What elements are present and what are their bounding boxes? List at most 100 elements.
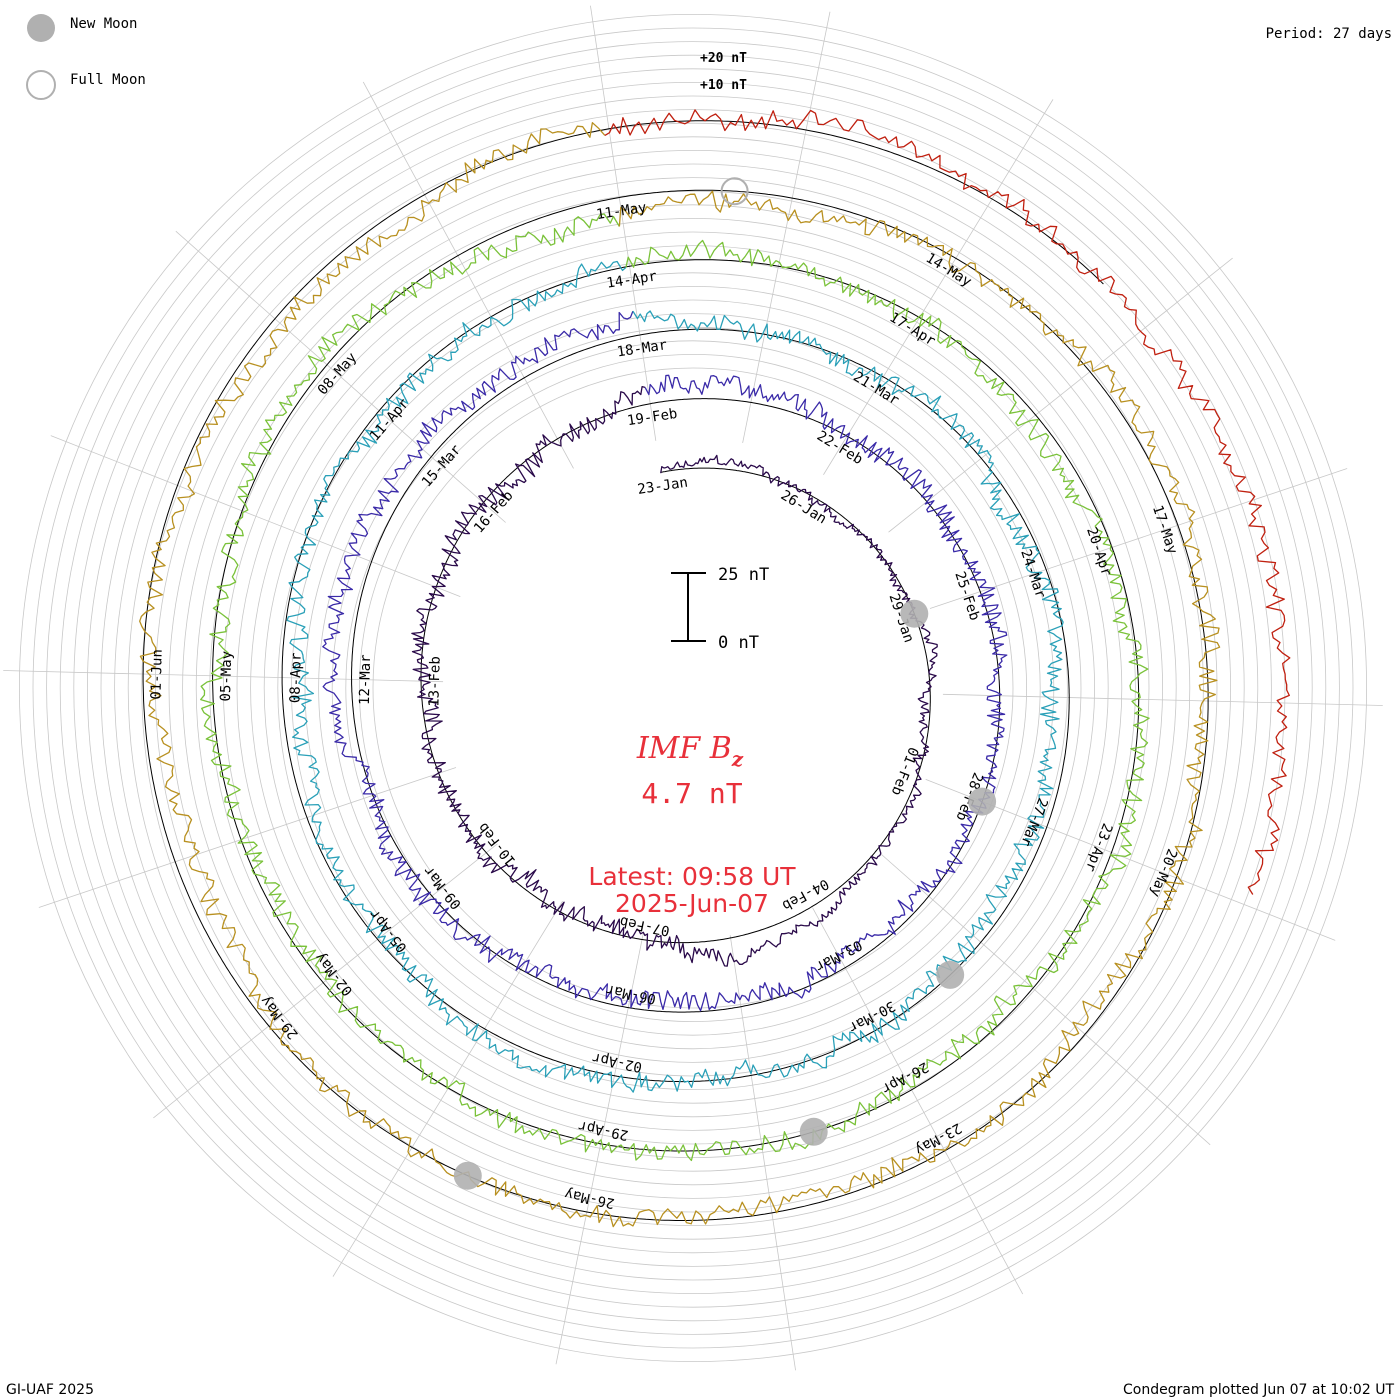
grid-ring [331, 326, 1055, 1050]
date-label: 14-Apr [606, 268, 658, 291]
spoke [175, 230, 506, 523]
series-trace [411, 385, 938, 967]
date-label: 23-May [912, 1119, 964, 1157]
spoke [929, 468, 1348, 609]
date-label: 12-Mar [357, 654, 374, 705]
date-label: 14-May [923, 250, 974, 290]
spoke [942, 693, 1383, 706]
date-label: 17-Apr [887, 309, 938, 349]
grid-ring [87, 82, 1299, 1294]
grid-ring [263, 258, 1123, 1118]
grid-ring [290, 285, 1096, 1091]
moon-markers [453, 177, 997, 1190]
full-moon-label: Full Moon [70, 72, 146, 88]
spoke [812, 907, 1024, 1295]
spoke [153, 843, 498, 1119]
grid-ring [114, 109, 1272, 1267]
scale-ring-label-20: +20 nT [700, 51, 747, 66]
baselines [142, 120, 1209, 1221]
date-label: 26-May [563, 1185, 616, 1211]
spoke [555, 932, 644, 1365]
date-label: 16-Feb [471, 488, 516, 536]
series-trace [604, 109, 1291, 895]
new-moon-label: New Moon [70, 16, 137, 32]
current-value: 4.7 nT [641, 777, 742, 810]
grid-ring [318, 313, 1068, 1063]
new-moon-icon [27, 14, 55, 42]
date-label: 22-Feb [814, 428, 865, 468]
period-label: Period: 27 days [1266, 26, 1392, 42]
full-moon-marker [720, 177, 749, 206]
new-moon-marker [900, 599, 929, 628]
spoke [3, 670, 444, 683]
scale-bar-bottom-label: 0 nT [718, 633, 759, 653]
ring-grid [19, 14, 1367, 1362]
grid-ring [32, 27, 1354, 1349]
grid-ring [141, 136, 1245, 1240]
radial-spokes [3, 5, 1383, 1371]
grid-ring [73, 68, 1313, 1308]
spoke [590, 5, 657, 441]
grid-ring [59, 54, 1327, 1322]
scale-bar: 25 nT 0 nT [671, 565, 769, 653]
date-label: 26-Apr [879, 1058, 931, 1096]
date-label: 26-Jan [778, 487, 829, 527]
date-label: 24-Mar [1017, 547, 1048, 600]
grid-ring [155, 150, 1231, 1226]
date-label: 23-Apr [1082, 821, 1115, 874]
spoke [729, 935, 796, 1371]
spoke [888, 257, 1233, 533]
date-label: 23-Jan [637, 475, 689, 498]
grid-ring [345, 340, 1041, 1036]
baseline-spiral [142, 120, 1209, 1221]
grid-ring [46, 41, 1340, 1335]
grid-ring [236, 231, 1150, 1145]
latest-date: 2025-Jun-07 [615, 889, 769, 918]
grid-ring [127, 122, 1259, 1254]
series-trace [286, 260, 1064, 1093]
center-readout: IMF Bz 4.7 nT Latest: 09:58 UT 2025-Jun-… [588, 731, 796, 918]
new-moon-marker [799, 1117, 828, 1146]
footer-plotted: Condegram plotted Jun 07 at 10:02 UT [1123, 1382, 1394, 1398]
grid-ring [372, 367, 1014, 1009]
grid-ring [19, 14, 1367, 1362]
date-label: 19-Feb [626, 406, 678, 429]
date-label: 06-Mar [605, 981, 658, 1007]
spoke [332, 901, 563, 1277]
grid-ring [304, 299, 1082, 1077]
new-moon-marker [968, 787, 997, 816]
grid-ring [182, 177, 1204, 1199]
grid-ring [358, 353, 1028, 1023]
footer-credit: GI-UAF 2025 [6, 1382, 94, 1398]
date-label: 03-Mar [812, 936, 864, 974]
grid-ring [209, 204, 1177, 1172]
legend: New Moon Full Moon [26, 14, 146, 100]
grid-ring [195, 190, 1191, 1186]
new-moon-marker [453, 1161, 482, 1190]
scale-ring-label-10: +10 nT [700, 78, 747, 93]
grid-ring [168, 163, 1218, 1213]
date-label: 13-Feb [426, 656, 443, 707]
scale-bar-top-label: 25 nT [718, 565, 769, 585]
series-trace [322, 310, 1008, 1012]
date-label: 09-Mar [421, 863, 465, 913]
series-trace [139, 122, 1221, 1228]
quantity-subscript: z [731, 747, 744, 771]
grid-ring [250, 245, 1136, 1131]
latest-time: Latest: 09:58 UT [588, 862, 796, 891]
date-label: 11-May [595, 200, 647, 223]
date-label: 17-May [1149, 503, 1180, 556]
data-series [139, 109, 1291, 1228]
date-label: 30-Mar [846, 997, 898, 1035]
svg-text:IMF Bz: IMF Bz [636, 731, 744, 771]
date-label: 27-Mar [1017, 795, 1050, 848]
quantity-label: IMF B [636, 731, 732, 766]
grid-ring [277, 272, 1109, 1104]
grid-ring [100, 95, 1286, 1281]
date-label: 18-Mar [616, 337, 668, 360]
full-moon-icon [26, 70, 56, 100]
grid-ring [222, 217, 1164, 1159]
date-label: 02-Apr [591, 1049, 644, 1075]
date-label: 01-Jun [148, 649, 165, 700]
